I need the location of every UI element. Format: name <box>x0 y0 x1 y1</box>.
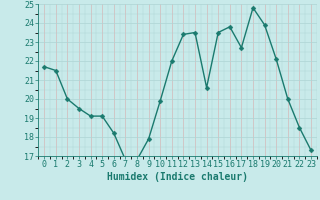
X-axis label: Humidex (Indice chaleur): Humidex (Indice chaleur) <box>107 172 248 182</box>
